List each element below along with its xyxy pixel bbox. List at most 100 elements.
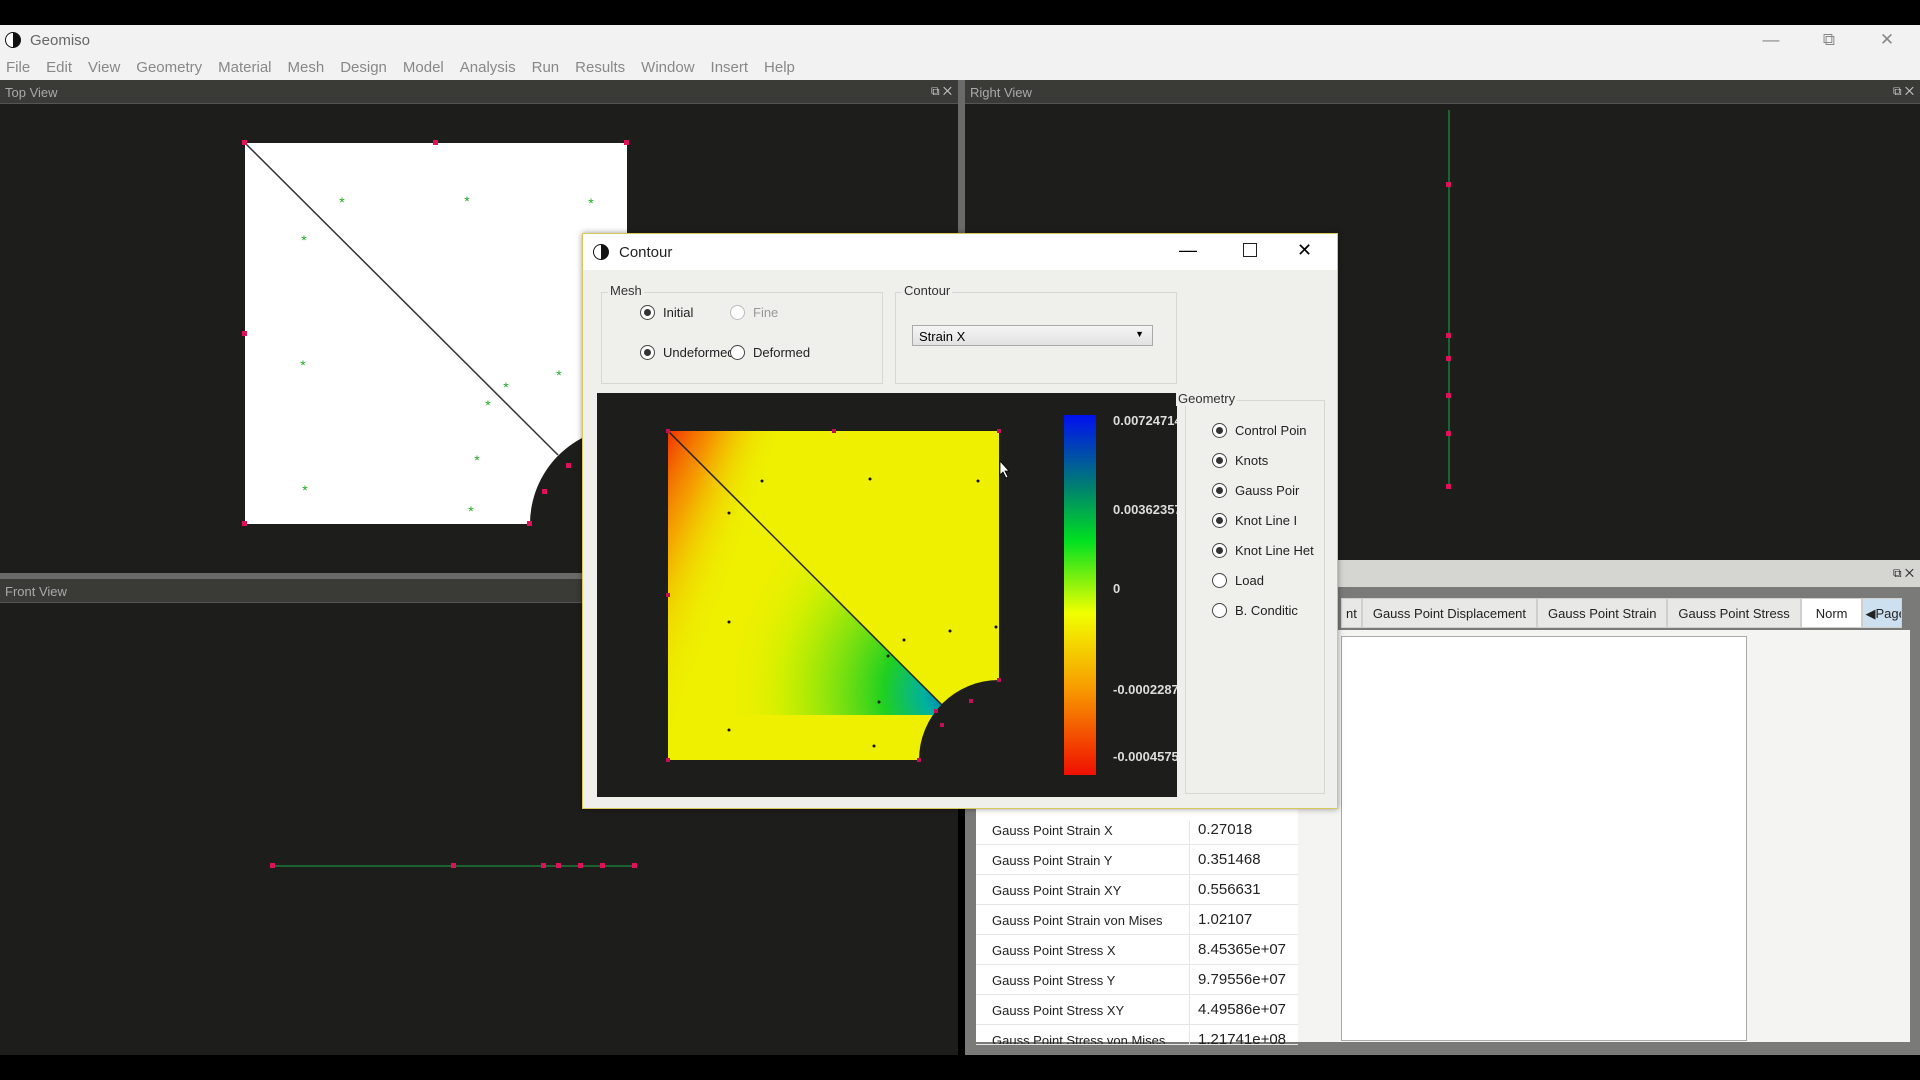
panel-float-close-icon[interactable]: ⧉ ✕: [1892, 566, 1914, 580]
radio-label: Control Poin: [1235, 423, 1307, 438]
table-row[interactable]: Gauss Point Strain XY 0.556631: [976, 875, 1298, 911]
radio-geometry-b-conditic[interactable]: B. Conditic: [1212, 603, 1316, 618]
tab-gauss-point-displacement[interactable]: Gauss Point Displacement: [1361, 598, 1538, 628]
radio-initial[interactable]: Initial: [640, 305, 693, 320]
colorbar-label-max: 0.00724714: [1113, 413, 1177, 428]
dialog-close-button[interactable]: ✕: [1297, 240, 1313, 260]
horizontal-splitter[interactable]: [0, 573, 958, 579]
tab-gauss-point-stress[interactable]: Gauss Point Stress: [1667, 598, 1801, 628]
mesh-group-label: Mesh: [608, 283, 644, 298]
app-title-bar: Geomiso: [0, 25, 1920, 55]
menu-results[interactable]: Results: [575, 59, 626, 76]
table-row[interactable]: Gauss Point Strain Y 0.351468: [976, 845, 1298, 881]
minimize-button[interactable]: —: [1762, 30, 1780, 49]
table-cell-value: 1.21741e+08: [1189, 1031, 1286, 1044]
table-cell-name: Gauss Point Strain X: [992, 823, 1113, 838]
dialog-logo-icon: [593, 244, 609, 260]
tab-page[interactable]: Page: [1875, 606, 1901, 621]
radio-label: B. Conditic: [1235, 603, 1298, 618]
table-cell-value: 1.02107: [1189, 911, 1252, 941]
menu-insert[interactable]: Insert: [710, 59, 749, 76]
top-view-header: Top View ⧉ ✕: [0, 80, 958, 104]
table-cell-value: 9.79556e+07: [1189, 971, 1286, 1001]
menu-analysis[interactable]: Analysis: [459, 59, 516, 76]
radio-undeformed[interactable]: Undeformed: [640, 345, 735, 360]
menu-view[interactable]: View: [88, 59, 121, 76]
svg-text:*: *: [588, 195, 594, 211]
table-cell-name: Gauss Point Stress von Mises: [992, 1033, 1166, 1045]
radio-label: Gauss Poir: [1235, 483, 1300, 498]
tab-norm[interactable]: Norm: [1800, 598, 1863, 628]
contour-dialog: Contour — ✕ Mesh Initial Fine Undeformed…: [582, 233, 1338, 809]
table-row[interactable]: Gauss Point Strain von Mises 1.02107: [976, 905, 1298, 941]
radio-icon: [1212, 453, 1227, 468]
menu-mesh[interactable]: Mesh: [287, 59, 325, 76]
contour-control-points: [666, 429, 1001, 762]
contour-gauss-points: [727, 477, 998, 748]
dialog-maximize-button[interactable]: [1243, 243, 1257, 257]
table-row[interactable]: Gauss Point Stress XY 4.49586e+07: [976, 995, 1298, 1031]
table-row[interactable]: Gauss Point Stress von Mises 1.21741e+08: [976, 1025, 1298, 1045]
gauss-points: * * * * * * * * * * *: [300, 193, 594, 519]
table-cell-value: 0.351468: [1189, 851, 1261, 881]
table-cell-name: Gauss Point Strain Y: [992, 853, 1113, 868]
table-row[interactable]: Gauss Point Stress Y 9.79556e+07: [976, 965, 1298, 1001]
radio-fine[interactable]: Fine: [730, 305, 778, 320]
menu-geometry[interactable]: Geometry: [136, 59, 203, 76]
colorbar-label-mid: 0.00362357: [1113, 502, 1177, 517]
results-tabs: nt Gauss Point Displacement Gauss Point …: [1341, 598, 1903, 628]
menu-design[interactable]: Design: [340, 59, 387, 76]
menu-model[interactable]: Model: [402, 59, 444, 76]
radio-deformed[interactable]: Deformed: [730, 345, 810, 360]
table-cell-name: Gauss Point Stress X: [992, 943, 1116, 958]
radio-geometry-knots[interactable]: Knots: [1212, 453, 1316, 468]
contour-select-value: Strain X: [919, 329, 966, 344]
table-cell-name: Gauss Point Stress Y: [992, 973, 1116, 988]
menu-file[interactable]: File: [6, 59, 31, 76]
mouse-cursor-icon: [999, 459, 1010, 479]
panel-float-close-icon[interactable]: ⧉ ✕: [1892, 84, 1914, 98]
radio-icon: [1212, 603, 1227, 618]
menu-help[interactable]: Help: [764, 59, 795, 76]
close-button[interactable]: ✕: [1879, 30, 1895, 49]
tab-partial[interactable]: nt: [1341, 598, 1362, 628]
norm-output-area: [1341, 636, 1747, 1041]
panel-float-close-icon[interactable]: ⧉ ✕: [930, 84, 952, 98]
menu-window[interactable]: Window: [641, 59, 695, 76]
contour-plot[interactable]: 0.00724714 0.00362357 0 -0.0002287 -0.00…: [597, 393, 1177, 797]
contour-select[interactable]: Strain X ▼: [912, 325, 1153, 346]
colorbar-label-min: -0.0004575: [1113, 749, 1177, 764]
menu-edit[interactable]: Edit: [46, 59, 73, 76]
table-cell-value: 0.556631: [1189, 881, 1261, 911]
svg-text:*: *: [464, 193, 470, 209]
table-cell-name: Gauss Point Strain XY: [992, 883, 1122, 898]
table-row[interactable]: Gauss Point Stress X 8.45365e+07: [976, 935, 1298, 971]
tab-scroll-arrows[interactable]: ◀Page: [1862, 598, 1903, 628]
radio-geometry-load[interactable]: Load: [1212, 573, 1316, 588]
radio-label: Knot Line Het: [1235, 543, 1314, 558]
menu-run[interactable]: Run: [531, 59, 560, 76]
tab-gauss-point-strain[interactable]: Gauss Point Strain: [1537, 598, 1668, 628]
radio-geometry-control-poin[interactable]: Control Poin: [1212, 423, 1316, 438]
dialog-title-bar[interactable]: Contour — ✕: [583, 234, 1337, 270]
chevron-down-icon: ▼: [1135, 329, 1144, 339]
contour-group-label: Contour: [902, 283, 953, 298]
svg-text:*: *: [301, 232, 307, 248]
radio-geometry-gauss-poir[interactable]: Gauss Poir: [1212, 483, 1316, 498]
top-view-geometry: * * * * * * * * * * *: [242, 140, 629, 526]
contour-group: Contour Strain X ▼: [895, 283, 1177, 384]
radio-geometry-knot-line-het[interactable]: Knot Line Het: [1212, 543, 1316, 558]
screen-top-bar: [0, 0, 1920, 25]
radio-icon: [1212, 543, 1227, 558]
radio-icon: [1212, 483, 1227, 498]
restore-button[interactable]: ⧉: [1822, 30, 1836, 49]
colorbar-label-low: -0.0002287: [1113, 682, 1177, 697]
front-view-title: Front View: [5, 584, 67, 599]
radio-geometry-knot-line-i[interactable]: Knot Line I: [1212, 513, 1316, 528]
dialog-minimize-button[interactable]: —: [1179, 240, 1197, 260]
table-row[interactable]: Gauss Point Strain X 0.27018: [976, 815, 1298, 851]
svg-text:*: *: [468, 503, 474, 519]
menu-bar: File Edit View Geometry Material Mesh De…: [0, 55, 1920, 80]
table-cell-value: 8.45365e+07: [1189, 941, 1286, 971]
menu-material[interactable]: Material: [218, 59, 272, 76]
